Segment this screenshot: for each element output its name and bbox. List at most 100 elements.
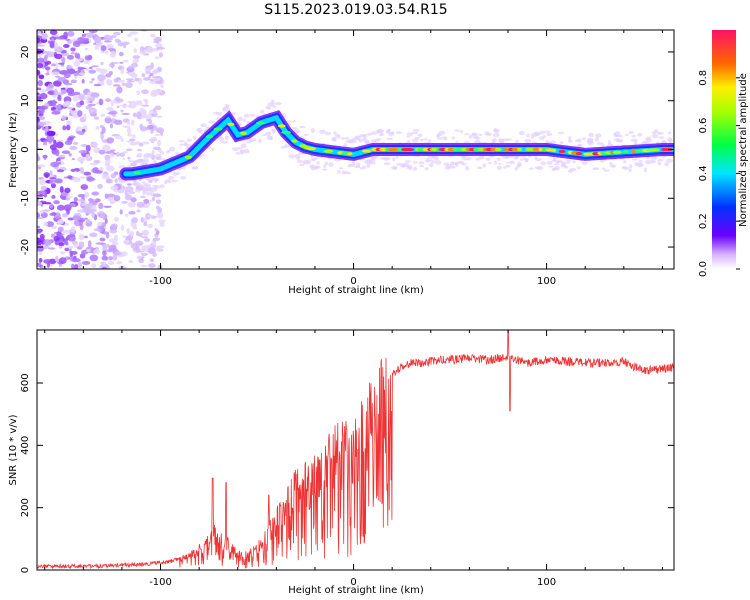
spectrogram-noise-blob xyxy=(90,162,99,166)
spectrogram-haze-blob xyxy=(142,160,150,163)
spectrogram-noise-blob xyxy=(80,184,89,190)
spectrogram-noise-blob xyxy=(74,263,79,269)
spectrogram-noise-blob xyxy=(120,224,125,231)
spectrogram-hot-spot xyxy=(502,147,511,152)
spectrogram-noise-blob xyxy=(56,104,62,109)
spectrogram-noise-blob xyxy=(109,152,115,158)
spectrogram-noise-blob xyxy=(110,185,119,191)
spectrogram-noise-blob xyxy=(153,77,161,82)
spectrogram-noise-blob xyxy=(109,123,114,129)
spectrogram-haze-blob xyxy=(363,134,368,138)
spectrogram-noise-blob xyxy=(38,121,47,126)
spectrogram-haze-blob xyxy=(643,167,647,173)
spectrogram-noise-blob xyxy=(79,167,85,174)
spectrogram-noise-blob xyxy=(62,125,67,131)
spectrogram-haze-blob xyxy=(623,160,627,164)
spectrogram-noise-blob xyxy=(89,30,98,34)
colorbar-ticks: 0.0 0.2 0.4 0.6 0.8 xyxy=(698,70,740,277)
spectrogram-haze-blob xyxy=(408,165,413,171)
spectrogram-noise-blob xyxy=(141,89,149,95)
spectrogram-haze-blob xyxy=(587,140,594,146)
spectrogram-noise-blob xyxy=(37,57,45,63)
spectrogram-noise-blob xyxy=(88,198,94,202)
spectrogram-noise-blob xyxy=(49,179,56,185)
spectrogram-haze-blob xyxy=(637,133,643,137)
spectrogram-noise-blob xyxy=(41,209,51,212)
spectrogram-noise-blob xyxy=(49,30,58,35)
spectrogram-noise-blob xyxy=(68,152,72,157)
spectrogram-noise-blob xyxy=(104,159,111,165)
spectrogram-noise-blob xyxy=(131,73,138,79)
spectrogram-haze-blob xyxy=(163,180,168,184)
spectrogram-noise-blob xyxy=(120,68,125,75)
spectrogram-haze-blob xyxy=(505,164,511,168)
spectrogram-noise-blob xyxy=(143,221,148,227)
spectrogram-noise-blob xyxy=(104,98,112,102)
spectrogram-noise-blob xyxy=(143,205,150,209)
spectrogram-haze-blob xyxy=(433,156,439,162)
spectrogram-haze-blob xyxy=(577,138,582,143)
spectrogram-noise-blob xyxy=(149,33,156,38)
spectrogram-noise-blob xyxy=(66,65,72,70)
spectrogram-hot-spot xyxy=(404,147,415,152)
spectrogram-noise-blob xyxy=(47,247,56,250)
spectrogram-noise-blob xyxy=(125,213,129,217)
spectrogram-noise-blob xyxy=(69,202,76,208)
spectrogram-noise-blob xyxy=(49,203,54,209)
spectrogram-noise-blob xyxy=(121,251,128,257)
spectrogram-noise-blob xyxy=(122,151,129,154)
spectrogram-hot-spot xyxy=(306,147,317,151)
spectrogram-haze-blob xyxy=(650,159,657,164)
spectrogram-noise-blob xyxy=(112,113,116,117)
spectrogram-noise-blob xyxy=(153,89,163,94)
spectrogram-haze-blob xyxy=(151,176,155,181)
spectrogram-haze-blob xyxy=(556,159,564,164)
snr-y-label: SNR (10 * v/v) xyxy=(8,414,19,485)
spectrogram-noise-blob xyxy=(98,98,104,106)
spectrogram-noise-blob xyxy=(51,111,61,115)
spectrogram-haze-blob xyxy=(366,163,371,168)
spectrogram-noise-blob xyxy=(56,139,64,143)
spectrogram-noise-blob xyxy=(71,157,76,161)
spectrogram-noise-blob xyxy=(144,68,149,72)
spectrogram-haze-blob xyxy=(270,99,275,104)
spectrogram-noise-blob xyxy=(91,78,95,81)
spectrogram-noise-blob xyxy=(142,230,149,236)
spectrogram-haze-blob xyxy=(221,140,228,144)
spectrogram-noise-blob xyxy=(106,115,111,119)
spectrogram-noise-blob xyxy=(37,201,43,206)
spectrogram-haze-blob xyxy=(454,129,460,132)
spectrogram-noise-blob xyxy=(39,116,46,120)
spectrogram-haze-blob xyxy=(594,137,599,142)
spectrogram-haze-blob xyxy=(572,160,576,164)
spectrogram-haze-blob xyxy=(122,157,126,161)
spectrogram-haze-blob xyxy=(424,167,429,171)
spectrogram-haze-blob xyxy=(310,158,317,162)
spectrogram-haze-blob xyxy=(559,141,564,145)
spectrogram-noise-blob xyxy=(85,99,90,105)
spectrogram-noise-blob xyxy=(54,53,63,60)
spectrogram-haze-blob xyxy=(629,164,633,169)
spectrogram-hot-spot xyxy=(635,149,642,153)
spectrogram-haze-blob xyxy=(265,106,272,110)
spectrogram-haze-blob xyxy=(370,158,376,163)
spectrogram-haze-blob xyxy=(154,185,162,189)
spectrogram-haze-blob xyxy=(554,163,560,166)
spectrogram-haze-blob xyxy=(568,136,572,141)
snr-y-tick-label: 0 xyxy=(20,567,31,573)
spectrogram-noise-blob xyxy=(49,144,57,151)
spectrogram-noise-blob xyxy=(122,235,127,238)
spectrogram-noise-blob xyxy=(79,43,87,46)
spectrogram-haze-blob xyxy=(412,128,420,132)
spectrogram-noise-blob xyxy=(37,79,43,87)
spectrogram-noise-blob xyxy=(56,169,65,173)
spectrogram-haze-blob xyxy=(420,138,424,142)
spectrogram-noise-blob xyxy=(156,139,162,147)
spectrogram-haze-blob xyxy=(650,156,658,160)
spectrogram-haze-blob xyxy=(318,129,326,134)
spectrogram-noise-blob xyxy=(72,95,80,102)
spectrogram-noise-blob xyxy=(95,67,102,72)
spectrogram-noise-blob xyxy=(101,126,106,134)
spectrogram-haze-blob xyxy=(344,137,350,140)
spectrogram-haze-blob xyxy=(633,140,638,146)
